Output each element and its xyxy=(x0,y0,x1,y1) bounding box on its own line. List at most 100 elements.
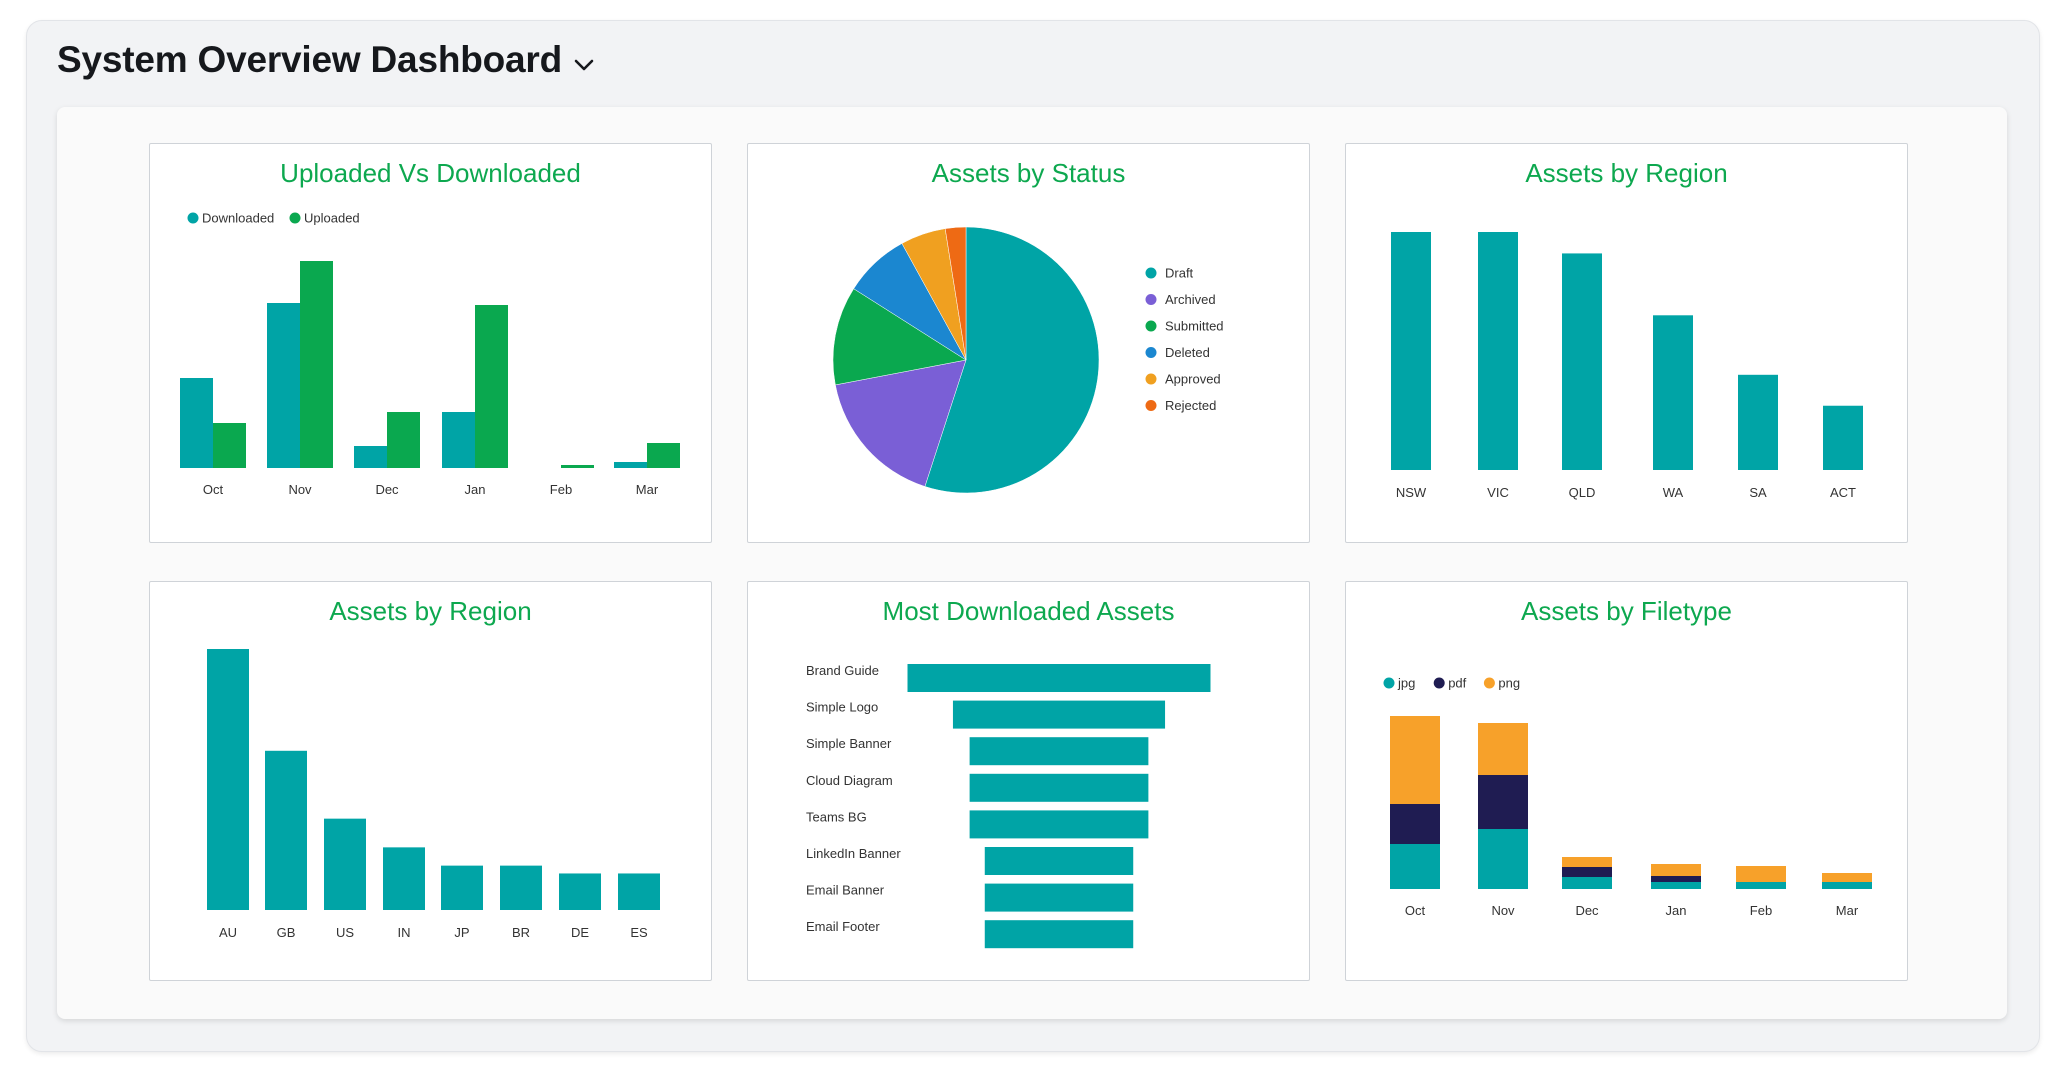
assets-by-region-world-chart: AU GB US IN JP BR DE ES xyxy=(207,649,660,940)
bar-pdf-dec xyxy=(1562,867,1612,877)
x-tick-label: WA xyxy=(1663,485,1684,500)
bar-teams-bg xyxy=(969,810,1149,839)
bar-brand-guide xyxy=(907,664,1211,692)
bar-in xyxy=(383,847,425,910)
x-tick-label: Dec xyxy=(1575,903,1599,918)
pie-slice-archived xyxy=(835,359,967,487)
bar-downloaded-dec xyxy=(354,446,387,468)
bar-uploaded-nov xyxy=(300,261,333,468)
bar-uploaded-jan xyxy=(475,305,508,468)
legend-label-rejected: Rejected xyxy=(1165,398,1216,413)
legend-marker-uploaded xyxy=(289,212,301,224)
bar-png-jan xyxy=(1651,864,1701,876)
bar-uploaded-feb xyxy=(561,465,594,468)
legend-label-submitted: Submitted xyxy=(1165,319,1224,334)
assets-by-status-chart: Draft Archived Submitted Deleted Approved Rej… xyxy=(832,226,1224,494)
x-tick-label: VIC xyxy=(1487,485,1509,500)
assets-by-filetype-chart: jpg pdf png Oct Nov Dec Jan Feb Mar xyxy=(1383,676,1872,918)
bar-downloaded-oct xyxy=(180,378,213,468)
bar-uploaded-oct xyxy=(213,423,246,468)
legend-marker-archived xyxy=(1145,294,1157,305)
x-tick-label: Nov xyxy=(288,482,312,497)
bar-jpg-jan xyxy=(1651,882,1701,889)
y-tick-label: Simple Banner xyxy=(806,736,892,751)
x-tick-label: Nov xyxy=(1491,903,1515,918)
card-uploaded-vs-downloaded: Uploaded Vs Downloaded Downloaded Uploade… xyxy=(149,143,712,543)
bar-pdf-oct xyxy=(1390,804,1440,844)
x-tick-label: Jan xyxy=(1666,903,1687,918)
card-title: Most Downloaded Assets xyxy=(882,596,1175,626)
card-assets-by-filetype: Assets by Filetype jpg pdf png Oct Nov Dec Jan… xyxy=(1345,581,1908,981)
bar-jpg-oct xyxy=(1390,844,1440,889)
legend-marker-draft xyxy=(1145,267,1157,279)
x-tick-label: Dec xyxy=(375,482,399,497)
bar-simple-banner xyxy=(969,737,1149,766)
card-assets-by-region-au: Assets by Region NSW VIC QLD WA SA ACT xyxy=(1345,143,1908,543)
bar-sa xyxy=(1738,374,1778,470)
x-tick-label: Jan xyxy=(465,482,486,497)
assets-by-region-au-chart: NSW VIC QLD WA SA ACT xyxy=(1391,232,1863,500)
y-tick-label: Email Banner xyxy=(806,883,885,898)
uploaded-downloaded-chart: Downloaded Uploaded Oct Nov Dec Jan Feb Mar xyxy=(180,211,680,497)
x-tick-label: JP xyxy=(454,925,469,940)
bar-jpg-mar xyxy=(1822,882,1872,889)
bar-qld xyxy=(1562,253,1602,470)
legend-label-jpg: jpg xyxy=(1397,676,1415,691)
legend-label-approved: Approved xyxy=(1165,372,1221,387)
legend-label-downloaded: Downloaded xyxy=(202,211,274,226)
y-tick-label: Cloud Diagram xyxy=(806,773,893,788)
bar-au xyxy=(207,649,249,910)
legend-marker-pdf xyxy=(1433,677,1445,689)
card-title: Assets by Filetype xyxy=(1521,596,1732,626)
pie-slice-draft xyxy=(924,226,1100,494)
bar-pdf-nov xyxy=(1478,775,1528,829)
legend-marker-png xyxy=(1483,677,1495,689)
bar-us xyxy=(324,818,366,910)
legend-label-pdf: pdf xyxy=(1448,676,1466,691)
dashboard-frame: System Overview Dashboard Uploaded Vs Do… xyxy=(26,20,2040,1052)
y-tick-label: Simple Logo xyxy=(806,700,878,715)
dashboard-panel: Uploaded Vs Downloaded Downloaded Uploade… xyxy=(57,107,2007,1019)
bar-es xyxy=(618,873,660,910)
legend-marker-deleted xyxy=(1145,347,1157,358)
x-tick-label: BR xyxy=(512,925,530,940)
bar-jpg-dec xyxy=(1562,877,1612,889)
x-tick-label: NSW xyxy=(1396,485,1427,500)
bar-de xyxy=(559,873,601,910)
y-tick-label: Email Footer xyxy=(806,919,880,934)
bar-jp xyxy=(441,865,483,910)
bar-png-mar xyxy=(1822,873,1872,882)
x-tick-label: Oct xyxy=(1405,903,1426,918)
x-tick-label: IN xyxy=(398,925,411,940)
x-tick-label: GB xyxy=(277,925,296,940)
legend-label-draft: Draft xyxy=(1165,266,1194,281)
card-title: Assets by Status xyxy=(931,158,1126,188)
bar-simple-logo xyxy=(952,700,1166,729)
x-tick-label: Oct xyxy=(203,482,224,497)
x-tick-label: ACT xyxy=(1830,485,1856,500)
x-tick-label: US xyxy=(336,925,354,940)
y-tick-label: Teams BG xyxy=(806,809,867,824)
bar-wa xyxy=(1653,315,1693,470)
bar-pdf-jan xyxy=(1651,876,1701,882)
x-tick-label: AU xyxy=(219,925,237,940)
x-tick-label: QLD xyxy=(1569,485,1596,500)
bar-png-feb xyxy=(1736,866,1786,882)
bar-cloud-diagram xyxy=(969,773,1149,802)
card-title: Uploaded Vs Downloaded xyxy=(280,158,581,188)
bar-nsw xyxy=(1391,232,1431,470)
y-tick-label: LinkedIn Banner xyxy=(806,846,901,861)
chevron-down-icon[interactable] xyxy=(572,54,596,74)
bar-uploaded-dec xyxy=(387,412,420,468)
bar-act xyxy=(1823,405,1863,470)
legend-label-archived: Archived xyxy=(1165,292,1216,307)
card-assets-by-region-world: Assets by Region AU GB US IN JP BR DE ES xyxy=(149,581,712,981)
legend-marker-jpg xyxy=(1383,677,1395,689)
x-tick-label: Mar xyxy=(636,482,659,497)
dashboard-selector[interactable]: System Overview Dashboard xyxy=(57,39,596,81)
x-tick-label: Mar xyxy=(1836,903,1859,918)
x-tick-label: SA xyxy=(1749,485,1767,500)
legend-label-png: png xyxy=(1498,676,1520,691)
x-tick-label: Feb xyxy=(550,482,572,497)
bar-vic xyxy=(1478,232,1518,470)
